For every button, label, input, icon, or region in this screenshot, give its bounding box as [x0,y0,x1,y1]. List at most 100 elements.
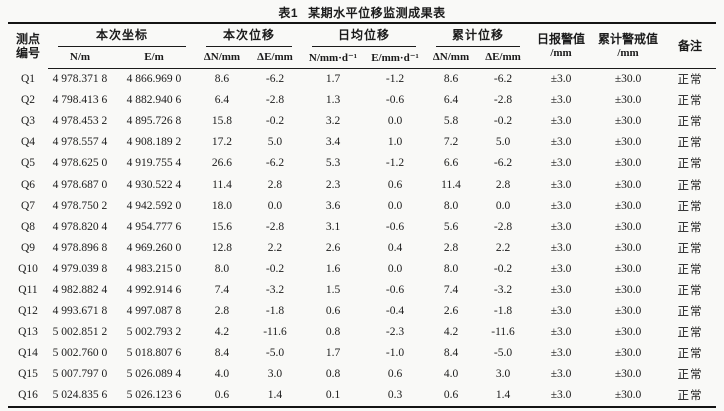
cell-point-id: Q15 [18,368,38,381]
cell-coordinate-n: 4 978.625 0 [52,157,108,170]
cell-point-id: Q5 [20,157,35,170]
cell-coordinate-n: 4 979.039 8 [52,262,108,275]
cell-point-id: Q9 [20,241,35,254]
cell-current-dn: 15.6 [211,220,233,233]
cell-daily-alarm: ±3.0 [550,73,572,86]
cell-cumulative-alert: ±30.0 [614,283,642,296]
cell-daily-e: -1.2 [385,73,405,86]
cell-coordinate-e: 4 866.969 0 [126,73,182,86]
cell-cumulative-dn: 8.0 [443,199,459,212]
header-daily-alarm-value: 日报警值 /mm [530,23,593,69]
header-unit-e-mm-d: E/mm·d⁻¹ [364,47,427,69]
cell-coordinate-e: 4 930.522 4 [126,178,182,191]
cell-coordinate-e: 4 908.189 2 [126,136,182,149]
cell-daily-alarm: ±3.0 [550,347,572,360]
cell-daily-e: -0.6 [385,283,405,296]
cell-current-de: -2.8 [265,220,285,233]
cell-current-dn: 8.6 [214,73,230,86]
table-row: Q1 4 978.371 8 4 866.969 0 8.6 -6.2 1.7 … [8,68,716,90]
cell-daily-e: 0.3 [387,389,403,402]
cell-daily-n: 0.8 [325,368,341,381]
cell-current-dn: 12.8 [211,241,233,254]
table-row: Q5 4 978.625 0 4 919.755 4 26.6 -6.2 5.3… [8,153,716,174]
cell-coordinate-n: 4 978.371 8 [52,73,108,86]
header-group-daily-average-displacement: 日均位移 [302,23,426,47]
cell-remark: 正常 [677,242,703,255]
cell-cumulative-de: 3.0 [495,368,511,381]
cell-daily-n: 3.4 [325,136,341,149]
cell-cumulative-de: -3.2 [493,283,513,296]
cell-remark: 正常 [677,221,703,234]
cell-coordinate-n: 4 978.896 8 [52,241,108,254]
cell-current-dn: 15.8 [211,115,233,128]
cell-daily-n: 3.6 [325,199,341,212]
cell-coordinate-n: 5 002.851 2 [52,326,108,339]
cell-point-id: Q3 [20,115,35,128]
cell-coordinate-e: 4 997.087 8 [126,305,182,318]
cell-remark: 正常 [677,116,703,129]
cell-coordinate-n: 5 007.797 0 [52,368,108,381]
header-remark: 备注 [664,23,717,69]
cell-cumulative-alert: ±30.0 [614,136,642,149]
cell-cumulative-alert: ±30.0 [614,199,642,212]
cell-cumulative-de: -5.0 [493,347,513,360]
cell-cumulative-dn: 6.4 [443,94,459,107]
cell-remark: 正常 [677,306,703,319]
cell-cumulative-dn: 8.0 [443,262,459,275]
table-title: 某期水平位移监测成果表 [308,6,446,20]
cell-cumulative-alert: ±30.0 [614,94,642,107]
cell-point-id: Q2 [20,94,35,107]
cell-cumulative-dn: 5.6 [443,220,459,233]
cell-daily-n: 0.1 [325,389,341,402]
cell-current-dn: 7.4 [214,283,230,296]
cell-cumulative-de: -11.6 [491,326,515,339]
cell-current-dn: 17.2 [211,136,233,149]
cell-cumulative-de: -1.8 [493,305,513,318]
table-row: Q14 5 002.760 0 5 018.807 6 8.4 -5.0 1.7… [8,343,716,364]
cell-current-de: -3.2 [265,283,285,296]
cell-daily-alarm: ±3.0 [550,262,572,275]
cell-daily-e: 1.0 [387,136,403,149]
cell-daily-e: -2.3 [385,326,405,339]
table-row: Q8 4 978.820 4 4 954.777 6 15.6 -2.8 3.1… [8,216,716,237]
cell-cumulative-alert: ±30.0 [614,241,642,254]
cell-daily-e: 0.0 [387,199,403,212]
cell-current-de: -11.6 [263,326,287,339]
cell-cumulative-de: -2.8 [493,220,513,233]
cell-current-dn: 8.0 [214,262,230,275]
cell-coordinate-n: 5 002.760 0 [52,347,108,360]
cell-current-de: 5.0 [267,136,283,149]
cell-current-de: -6.2 [265,73,285,86]
cell-cumulative-alert: ±30.0 [614,368,642,381]
header-unit-de-mm: ΔE/mm [247,47,302,69]
cell-cumulative-dn: 4.2 [443,326,459,339]
table-row: Q3 4 978.453 2 4 895.726 8 15.8 -0.2 3.2… [8,111,716,132]
cell-point-id: Q13 [18,326,38,339]
cell-current-de: -2.8 [265,94,285,107]
cell-cumulative-alert: ±30.0 [614,115,642,128]
table-body: Q1 4 978.371 8 4 866.969 0 8.6 -6.2 1.7 … [8,68,716,407]
cell-cumulative-alert: ±30.0 [614,157,642,170]
cell-point-id: Q7 [20,199,35,212]
table-row: Q12 4 993.671 8 4 997.087 8 2.8 -1.8 0.6… [8,301,716,322]
cell-current-de: -0.2 [265,262,285,275]
table-row: Q2 4 798.413 6 4 882.940 6 6.4 -2.8 1.3 … [8,90,716,111]
cell-current-de: -1.8 [265,305,285,318]
cell-remark: 正常 [677,327,703,340]
header-group-current-coordinates: 本次坐标 [48,23,196,47]
header-group-current-displacement: 本次位移 [196,23,302,47]
cell-daily-n: 1.5 [325,283,341,296]
cell-point-id: Q4 [20,136,35,149]
cell-coordinate-e: 4 983.215 0 [126,262,182,275]
cell-daily-alarm: ±3.0 [550,157,572,170]
cell-coordinate-n: 4 978.557 4 [52,136,108,149]
cell-current-de: 2.2 [267,241,283,254]
cell-cumulative-dn: 7.4 [443,283,459,296]
table-row: Q13 5 002.851 2 5 002.793 2 4.2 -11.6 0.… [8,322,716,343]
cell-coordinate-e: 4 919.755 4 [126,157,182,170]
cell-coordinate-e: 5 026.089 4 [126,368,182,381]
cell-cumulative-dn: 0.6 [443,389,459,402]
cell-coordinate-e: 4 992.914 6 [126,283,182,296]
cell-daily-alarm: ±3.0 [550,305,572,318]
cell-cumulative-de: -0.2 [493,262,513,275]
